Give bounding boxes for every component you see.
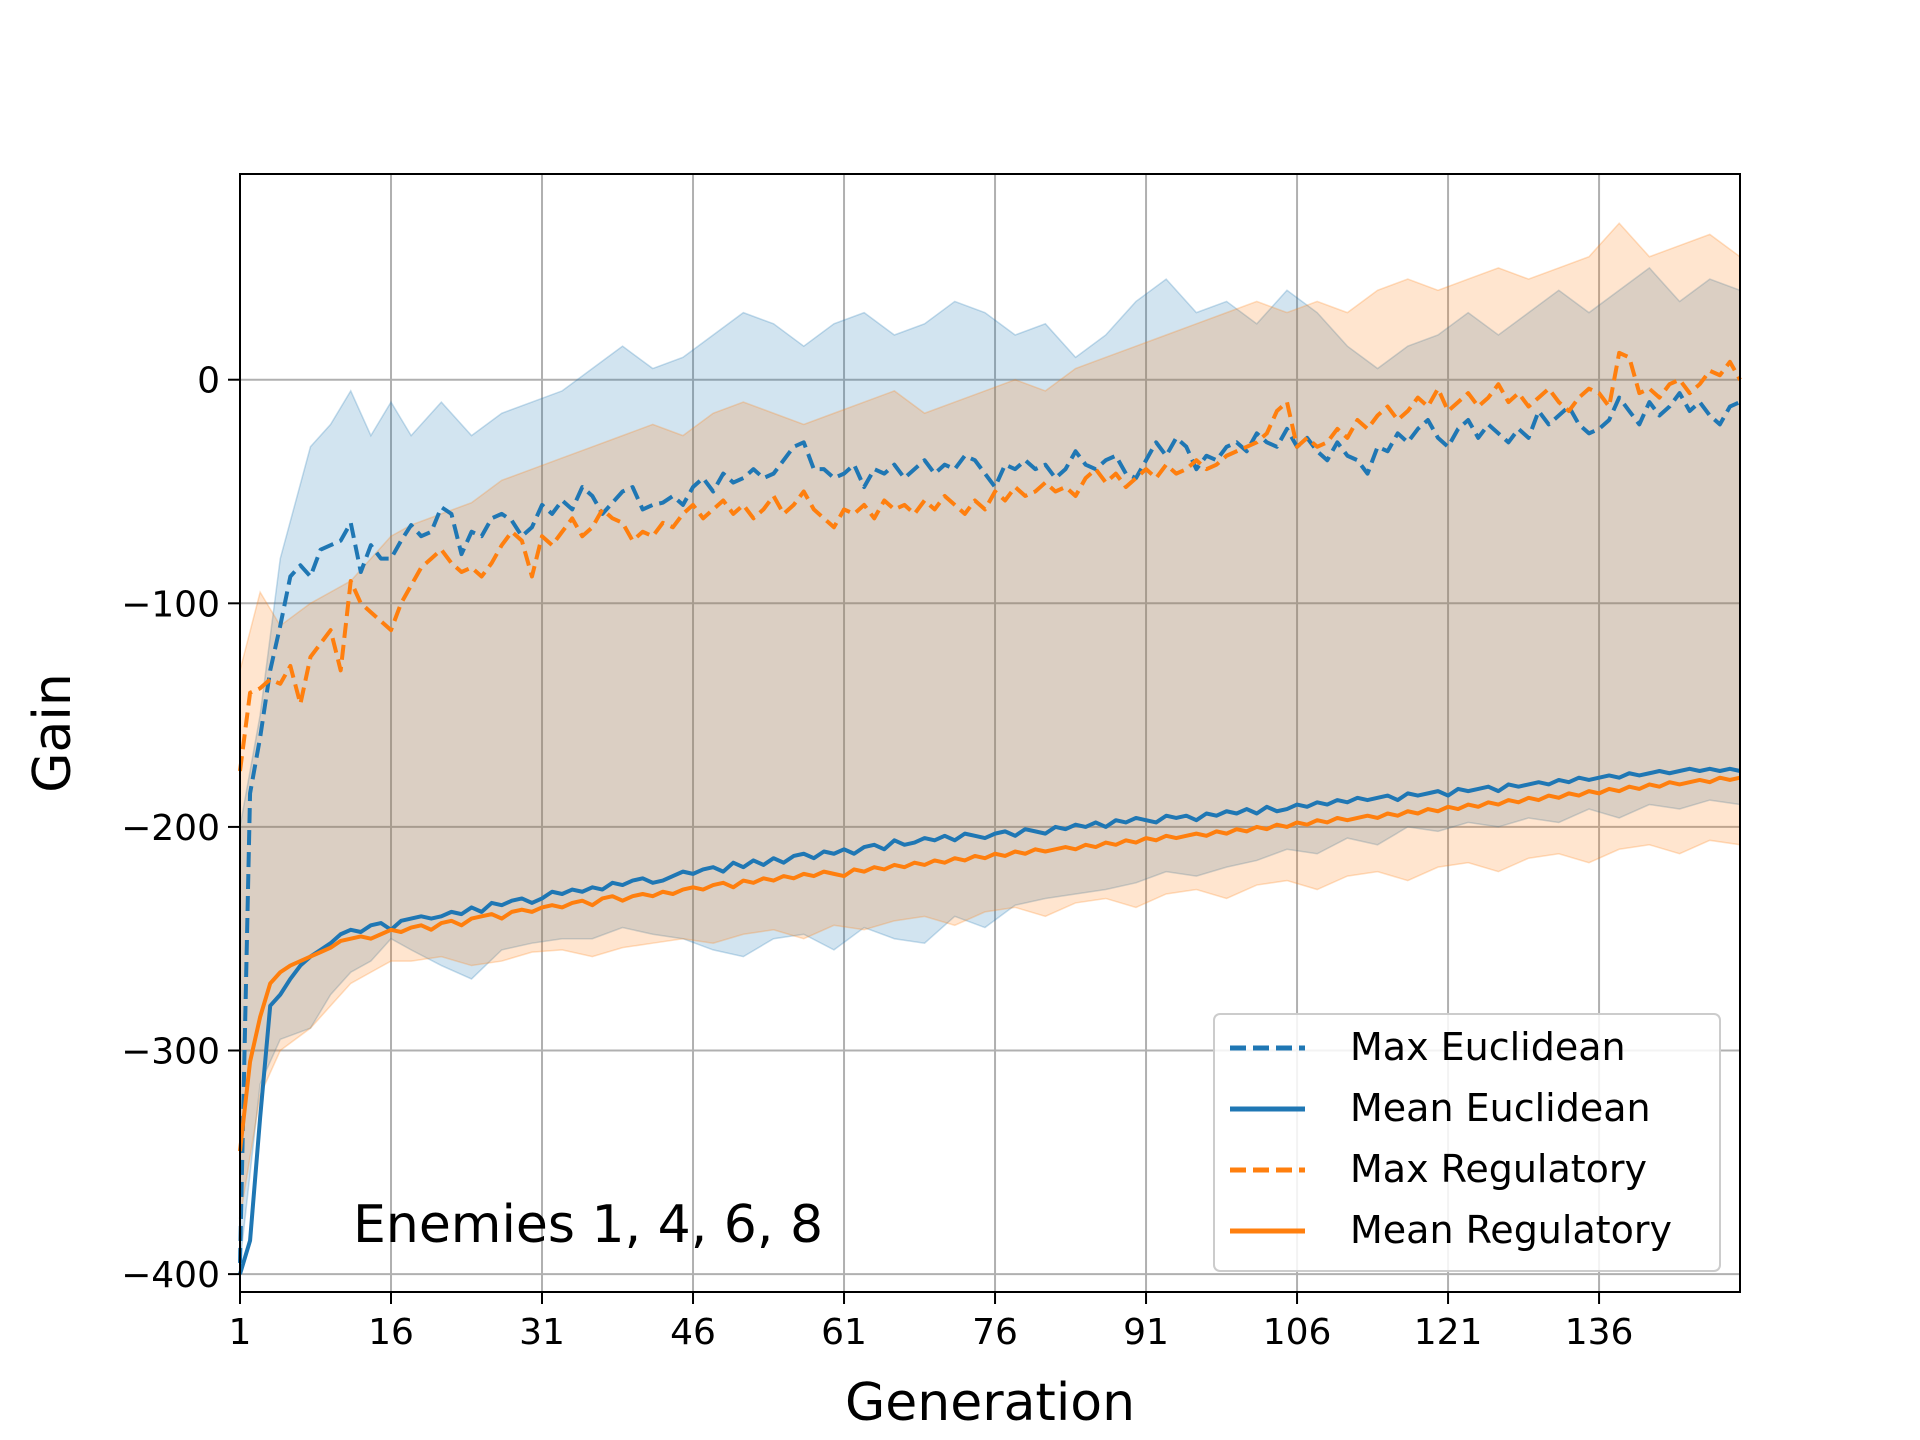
y-tick-label: −100	[121, 584, 220, 625]
x-tick-label: 136	[1565, 1312, 1634, 1353]
max-euclidean-line	[238, 391, 1741, 1263]
y-tick-label: −200	[121, 808, 220, 849]
x-tick-label: 31	[519, 1312, 565, 1353]
legend: Max Euclidean Mean Euclidean Max Regulat…	[1213, 1013, 1721, 1272]
legend-box	[1213, 1013, 1721, 1272]
y-tick-label: −400	[121, 1255, 220, 1296]
max-regulatory-line	[238, 350, 1742, 772]
y-axis-label: Gain	[23, 673, 83, 793]
mean-regulatory-line	[238, 775, 1741, 1152]
x-tick-label: 76	[972, 1312, 1018, 1353]
legend-label-mean-euclidean: Mean Euclidean	[1350, 1086, 1651, 1130]
x-tick-label: 121	[1414, 1312, 1483, 1353]
legend-label-max-regulatory: Max Regulatory	[1350, 1147, 1647, 1191]
y-axis-ticks: −400 −300 −200 −100 0	[121, 361, 240, 1296]
x-tick-label: 16	[368, 1312, 414, 1353]
x-tick-label: 91	[1123, 1312, 1169, 1353]
x-tick-label: 61	[821, 1312, 867, 1353]
x-tick-label: 46	[670, 1312, 716, 1353]
y-tick-label: −300	[121, 1032, 220, 1073]
chart-annotation: Enemies 1, 4, 6, 8	[353, 1195, 823, 1255]
legend-label-mean-regulatory: Mean Regulatory	[1350, 1208, 1672, 1252]
x-axis-label: Generation	[845, 1373, 1135, 1433]
x-tick-label: 106	[1263, 1312, 1332, 1353]
x-axis-ticks: 1 16 31 46 61 76 91 106 121 136	[229, 1292, 1634, 1353]
x-tick-label: 1	[229, 1312, 252, 1353]
series-lines	[238, 350, 1742, 1275]
legend-label-max-euclidean: Max Euclidean	[1350, 1025, 1626, 1069]
mean-euclidean-line	[238, 766, 1741, 1275]
plot-frame	[239, 173, 1741, 1293]
y-tick-label: 0	[197, 361, 220, 402]
